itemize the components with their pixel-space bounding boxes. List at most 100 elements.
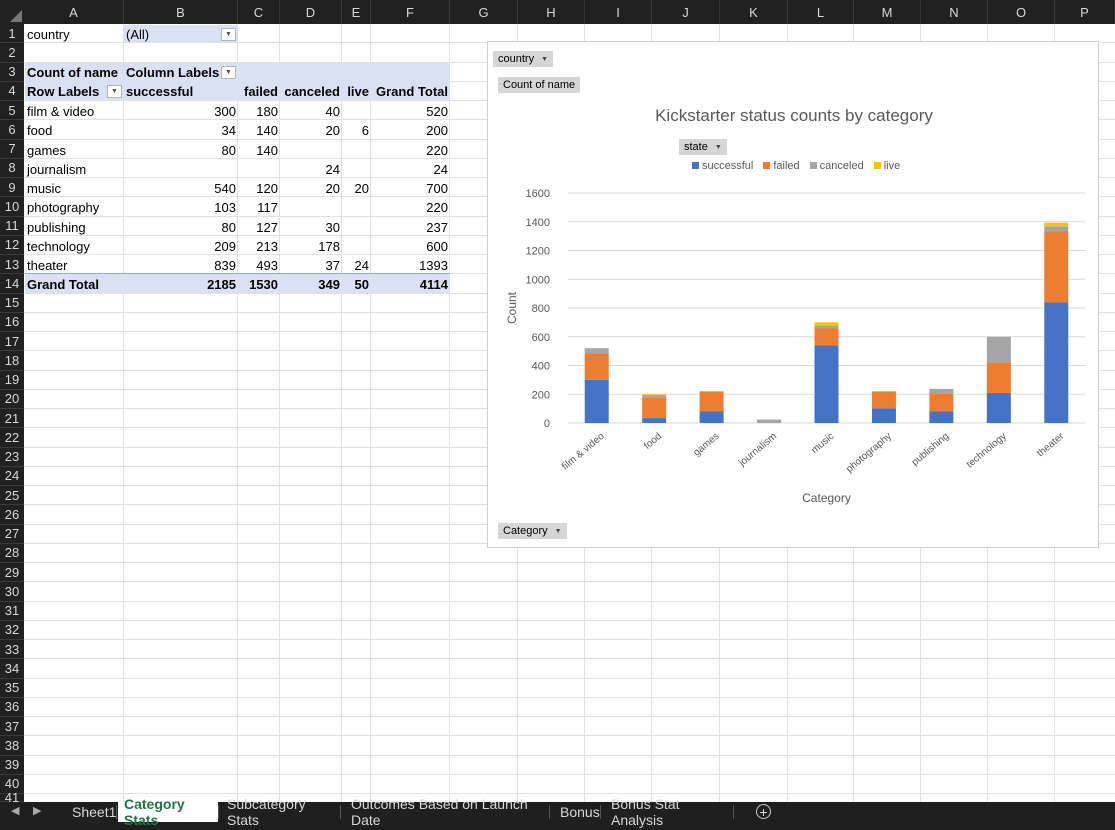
row-header-23[interactable]: 23 (0, 447, 24, 467)
chart-count-button[interactable]: Count of name (498, 77, 581, 93)
row-header-6[interactable]: 6 (0, 120, 24, 140)
row-header-1[interactable]: 1 (0, 24, 24, 44)
sheet-tab-bonus-stat-analysis[interactable]: Bonus Stat Analysis (611, 796, 680, 828)
row-header-18[interactable]: 18 (0, 351, 24, 371)
row-header-41[interactable]: 41 (0, 790, 24, 802)
row-header-12[interactable]: 12 (0, 235, 24, 255)
column-header-a[interactable]: A (24, 0, 124, 24)
bar-successful (871, 408, 896, 423)
x-tick-label: technology (965, 431, 1009, 471)
row-header-7[interactable]: 7 (0, 139, 24, 159)
row-header-25[interactable]: 25 (0, 486, 24, 506)
row-header-38[interactable]: 38 (0, 736, 24, 756)
gridline-horizontal (24, 639, 1115, 640)
triangle-right-icon[interactable]: ▶ (33, 805, 42, 817)
row-header-36[interactable]: 36 (0, 697, 24, 717)
pivot-value-cell: 24 (433, 161, 448, 177)
row-labels-dropdown-icon[interactable]: ▼ (107, 85, 122, 98)
row-header-15[interactable]: 15 (0, 293, 24, 313)
row-header-5[interactable]: 5 (0, 101, 24, 121)
pivot-value-cell: 103 (214, 200, 236, 216)
row-header-20[interactable]: 20 (0, 389, 24, 409)
filter-dropdown-icon[interactable]: ▼ (221, 28, 236, 41)
pivot-value-cell: 37 (325, 258, 340, 273)
row-header-16[interactable]: 16 (0, 312, 24, 332)
bar-successful (986, 392, 1011, 423)
row-header-39[interactable]: 39 (0, 755, 24, 775)
column-header-h[interactable]: H (518, 0, 585, 24)
row-header-21[interactable]: 21 (0, 409, 24, 429)
pivot-value-cell: 120 (256, 181, 278, 196)
row-header-33[interactable]: 33 (0, 640, 24, 660)
chart-country-button[interactable]: country ▼ (493, 51, 554, 67)
pivot-value-cell (342, 218, 371, 237)
gridline-horizontal (24, 677, 1115, 679)
chart-state-button[interactable]: state ▼ (679, 139, 727, 155)
column-header-j[interactable]: J (652, 0, 720, 24)
row-header-40[interactable]: 40 (0, 774, 24, 794)
pivot-value-cell: 178 (318, 238, 340, 254)
row-header-28[interactable]: 28 (0, 543, 24, 563)
column-header-b[interactable]: B (124, 0, 238, 24)
sheet-tab-sheet1[interactable]: Sheet1 (72, 804, 117, 820)
row-header-8[interactable]: 8 (0, 158, 24, 178)
row-header-4[interactable]: 4 (0, 81, 24, 101)
column-header-e[interactable]: E (342, 0, 371, 24)
count-of-name-label: Count of name (27, 65, 118, 80)
row-header-34[interactable]: 34 (0, 659, 24, 679)
bar-canceled (814, 325, 839, 329)
column-header-n[interactable]: N (921, 0, 988, 24)
row-header-27[interactable]: 27 (0, 524, 24, 544)
sheet-tab-bonus[interactable]: Bonus (560, 804, 600, 820)
grand-total-value: 2185 (207, 277, 236, 293)
plus-circle-icon[interactable]: + (756, 804, 771, 819)
sheet-tab-category-stats[interactable]: Category Stats (118, 796, 218, 828)
grand-total-label: Grand Total (27, 277, 99, 293)
row-header-9[interactable]: 9 (0, 178, 24, 198)
row-header-17[interactable]: 17 (0, 332, 24, 352)
row-header-14[interactable]: 14 (0, 274, 24, 294)
row-header-10[interactable]: 10 (0, 197, 24, 217)
row-header-13[interactable]: 13 (0, 255, 24, 275)
row-header-26[interactable]: 26 (0, 505, 24, 525)
row-labels-header: Row Labels (27, 84, 100, 99)
column-header-l[interactable]: L (788, 0, 854, 24)
row-header-2[interactable]: 2 (0, 43, 24, 63)
column-header-o[interactable]: O (988, 0, 1055, 24)
row-header-3[interactable]: 3 (0, 62, 24, 82)
bar-live (642, 394, 667, 396)
row-header-29[interactable]: 29 (0, 563, 24, 583)
pivot-value-cell: 237 (426, 219, 448, 235)
column-header-g[interactable]: G (450, 0, 518, 24)
column-header-p[interactable]: P (1055, 0, 1115, 24)
pivot-value-cell: 300 (214, 104, 236, 119)
row-header-24[interactable]: 24 (0, 466, 24, 486)
column-header-d[interactable]: D (280, 0, 342, 24)
column-header-c[interactable]: C (238, 0, 280, 24)
row-header-19[interactable]: 19 (0, 370, 24, 390)
row-header-37[interactable]: 37 (0, 717, 24, 737)
column-header-k[interactable]: K (720, 0, 788, 24)
bar-failed (584, 354, 609, 380)
row-header-32[interactable]: 32 (0, 620, 24, 640)
triangle-left-icon[interactable]: ◀ (11, 805, 20, 817)
row-header-22[interactable]: 22 (0, 428, 24, 448)
sheet-tab-subcategory-stats[interactable]: Subcategory Stats (227, 796, 306, 828)
column-header-m[interactable]: M (854, 0, 921, 24)
pivot-value-cell: 140 (256, 123, 278, 139)
legend-label: canceled (819, 160, 864, 172)
row-header-11[interactable]: 11 (0, 216, 24, 236)
chart-category-button[interactable]: Category ▼ (498, 523, 567, 539)
select-all-corner[interactable] (0, 0, 24, 24)
pivot-value-cell: 20 (325, 123, 340, 139)
sheet-tab-outcomes-based-on-launch-date[interactable]: Outcomes Based on Launch Date (351, 796, 528, 828)
row-header-31[interactable]: 31 (0, 601, 24, 621)
row-header-35[interactable]: 35 (0, 678, 24, 698)
pivot-chart[interactable]: country ▼ Count of name Kickstarter statu… (487, 41, 1099, 548)
column-header-i[interactable]: I (585, 0, 652, 24)
column-labels-dropdown-icon[interactable]: ▼ (221, 66, 236, 79)
column-header-f[interactable]: F (371, 0, 450, 24)
filter-value[interactable]: (All) (126, 27, 150, 42)
row-header-30[interactable]: 30 (0, 582, 24, 602)
